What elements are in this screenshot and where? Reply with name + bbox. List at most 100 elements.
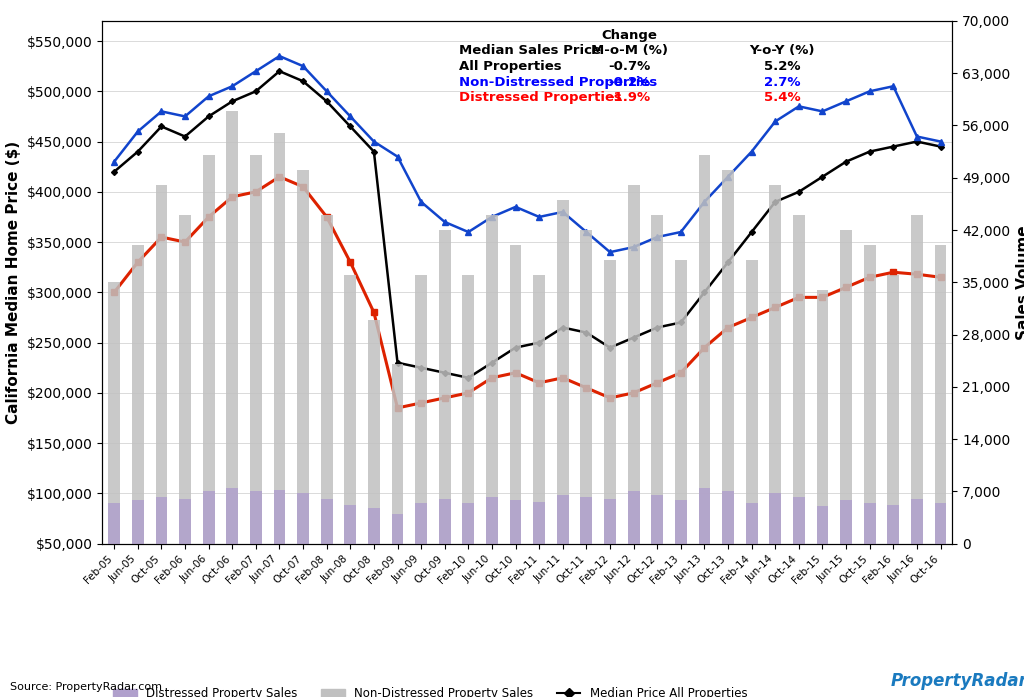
Median Price All Properties [297,77,309,86]
Bar [156,185,167,544]
Bar [557,495,568,544]
Median Price All Properties [910,137,923,146]
Bar [888,505,899,544]
Bar [368,508,380,544]
Median Price All Properties [793,187,805,196]
Bar [250,491,262,544]
Median Price Non-Distressed Properties [109,158,121,166]
Bar [250,155,262,544]
Median Price All Properties [273,67,286,75]
Median Price Distressed Properties [415,399,427,407]
Bar [226,111,239,544]
Text: -0.2%: -0.2% [608,76,650,89]
Median Price Non-Distressed Properties [368,137,380,146]
Text: Y-o-Y (%): Y-o-Y (%) [750,45,815,57]
Median Price All Properties [604,344,616,352]
Bar [534,502,545,544]
Median Price Non-Distressed Properties [321,87,333,95]
Bar [864,503,876,544]
Median Price All Properties [485,358,498,367]
Median Price Distressed Properties [910,270,923,278]
Bar [698,488,711,544]
Median Price Distressed Properties [887,268,899,277]
Bar [109,503,120,544]
Median Price All Properties [203,112,215,121]
Median Price Distressed Properties [651,378,664,387]
Text: Distressed Properties: Distressed Properties [460,91,623,105]
Median Price Distressed Properties [438,394,451,402]
Bar [651,215,664,544]
Bar [935,245,946,544]
Median Price Distressed Properties [557,374,569,382]
Median Price All Properties [769,198,781,206]
Median Price Distressed Properties [344,258,356,266]
Bar [675,260,687,544]
Bar [722,491,734,544]
Median Price Non-Distressed Properties [628,243,640,252]
Median Price Distressed Properties [485,374,498,382]
Bar [793,498,805,544]
Bar [297,493,309,544]
Median Price Distressed Properties [509,369,521,377]
Median Price All Properties [840,158,852,166]
Median Price Non-Distressed Properties [179,112,191,121]
Median Price Distressed Properties [368,308,380,316]
Median Price All Properties [226,97,239,105]
Median Price Distressed Properties [391,404,403,412]
Median Price Non-Distressed Properties [344,112,356,121]
Median Price All Properties [675,319,687,327]
Median Price Non-Distressed Properties [415,198,427,206]
Median Price Distressed Properties [156,233,168,241]
Bar [651,495,664,544]
Text: PropertyRadar: PropertyRadar [891,672,1024,690]
Text: Source: PropertyRadar.com: Source: PropertyRadar.com [10,682,162,692]
Median Price Non-Distressed Properties [934,137,946,146]
Line: Median Price All Properties: Median Price All Properties [112,69,943,380]
Median Price All Properties [934,142,946,151]
Bar [816,290,828,544]
Bar [888,275,899,544]
Median Price Distressed Properties [321,213,333,221]
Bar [439,230,451,544]
Median Price Non-Distressed Properties [203,92,215,100]
Median Price Non-Distressed Properties [534,213,546,221]
Bar [439,499,451,544]
Median Price Distressed Properties [722,323,734,332]
Bar [391,365,403,544]
Median Price All Properties [816,173,828,181]
Y-axis label: California Median Home Price ($): California Median Home Price ($) [6,141,22,424]
Bar [698,155,711,544]
Bar [344,275,356,544]
Bar [604,499,615,544]
Median Price Distressed Properties [863,273,876,282]
Median Price Distressed Properties [816,293,828,302]
Median Price Distressed Properties [793,293,805,302]
Bar [179,499,190,544]
Bar [745,503,758,544]
Bar [297,170,309,544]
Bar [581,498,592,544]
Median Price Distressed Properties [250,187,262,196]
Bar [368,320,380,544]
Median Price Distressed Properties [769,303,781,312]
Text: -0.7%: -0.7% [608,60,650,73]
Bar [344,505,356,544]
Median Price Non-Distressed Properties [438,217,451,226]
Median Price Non-Distressed Properties [297,62,309,70]
Median Price Non-Distressed Properties [156,107,168,116]
Bar [510,500,521,544]
Median Price All Properties [368,147,380,155]
Bar [273,490,286,544]
Median Price Non-Distressed Properties [132,128,144,136]
Median Price All Properties [698,288,711,296]
Median Price All Properties [438,369,451,377]
Bar [840,500,852,544]
Bar [557,200,568,544]
Median Price All Properties [887,142,899,151]
Line: Median Price Distressed Properties: Median Price Distressed Properties [112,174,943,411]
Median Price Non-Distressed Properties [581,228,593,236]
Median Price Non-Distressed Properties [651,233,664,241]
Bar [628,185,640,544]
Median Price All Properties [132,147,144,155]
Bar [415,275,427,544]
